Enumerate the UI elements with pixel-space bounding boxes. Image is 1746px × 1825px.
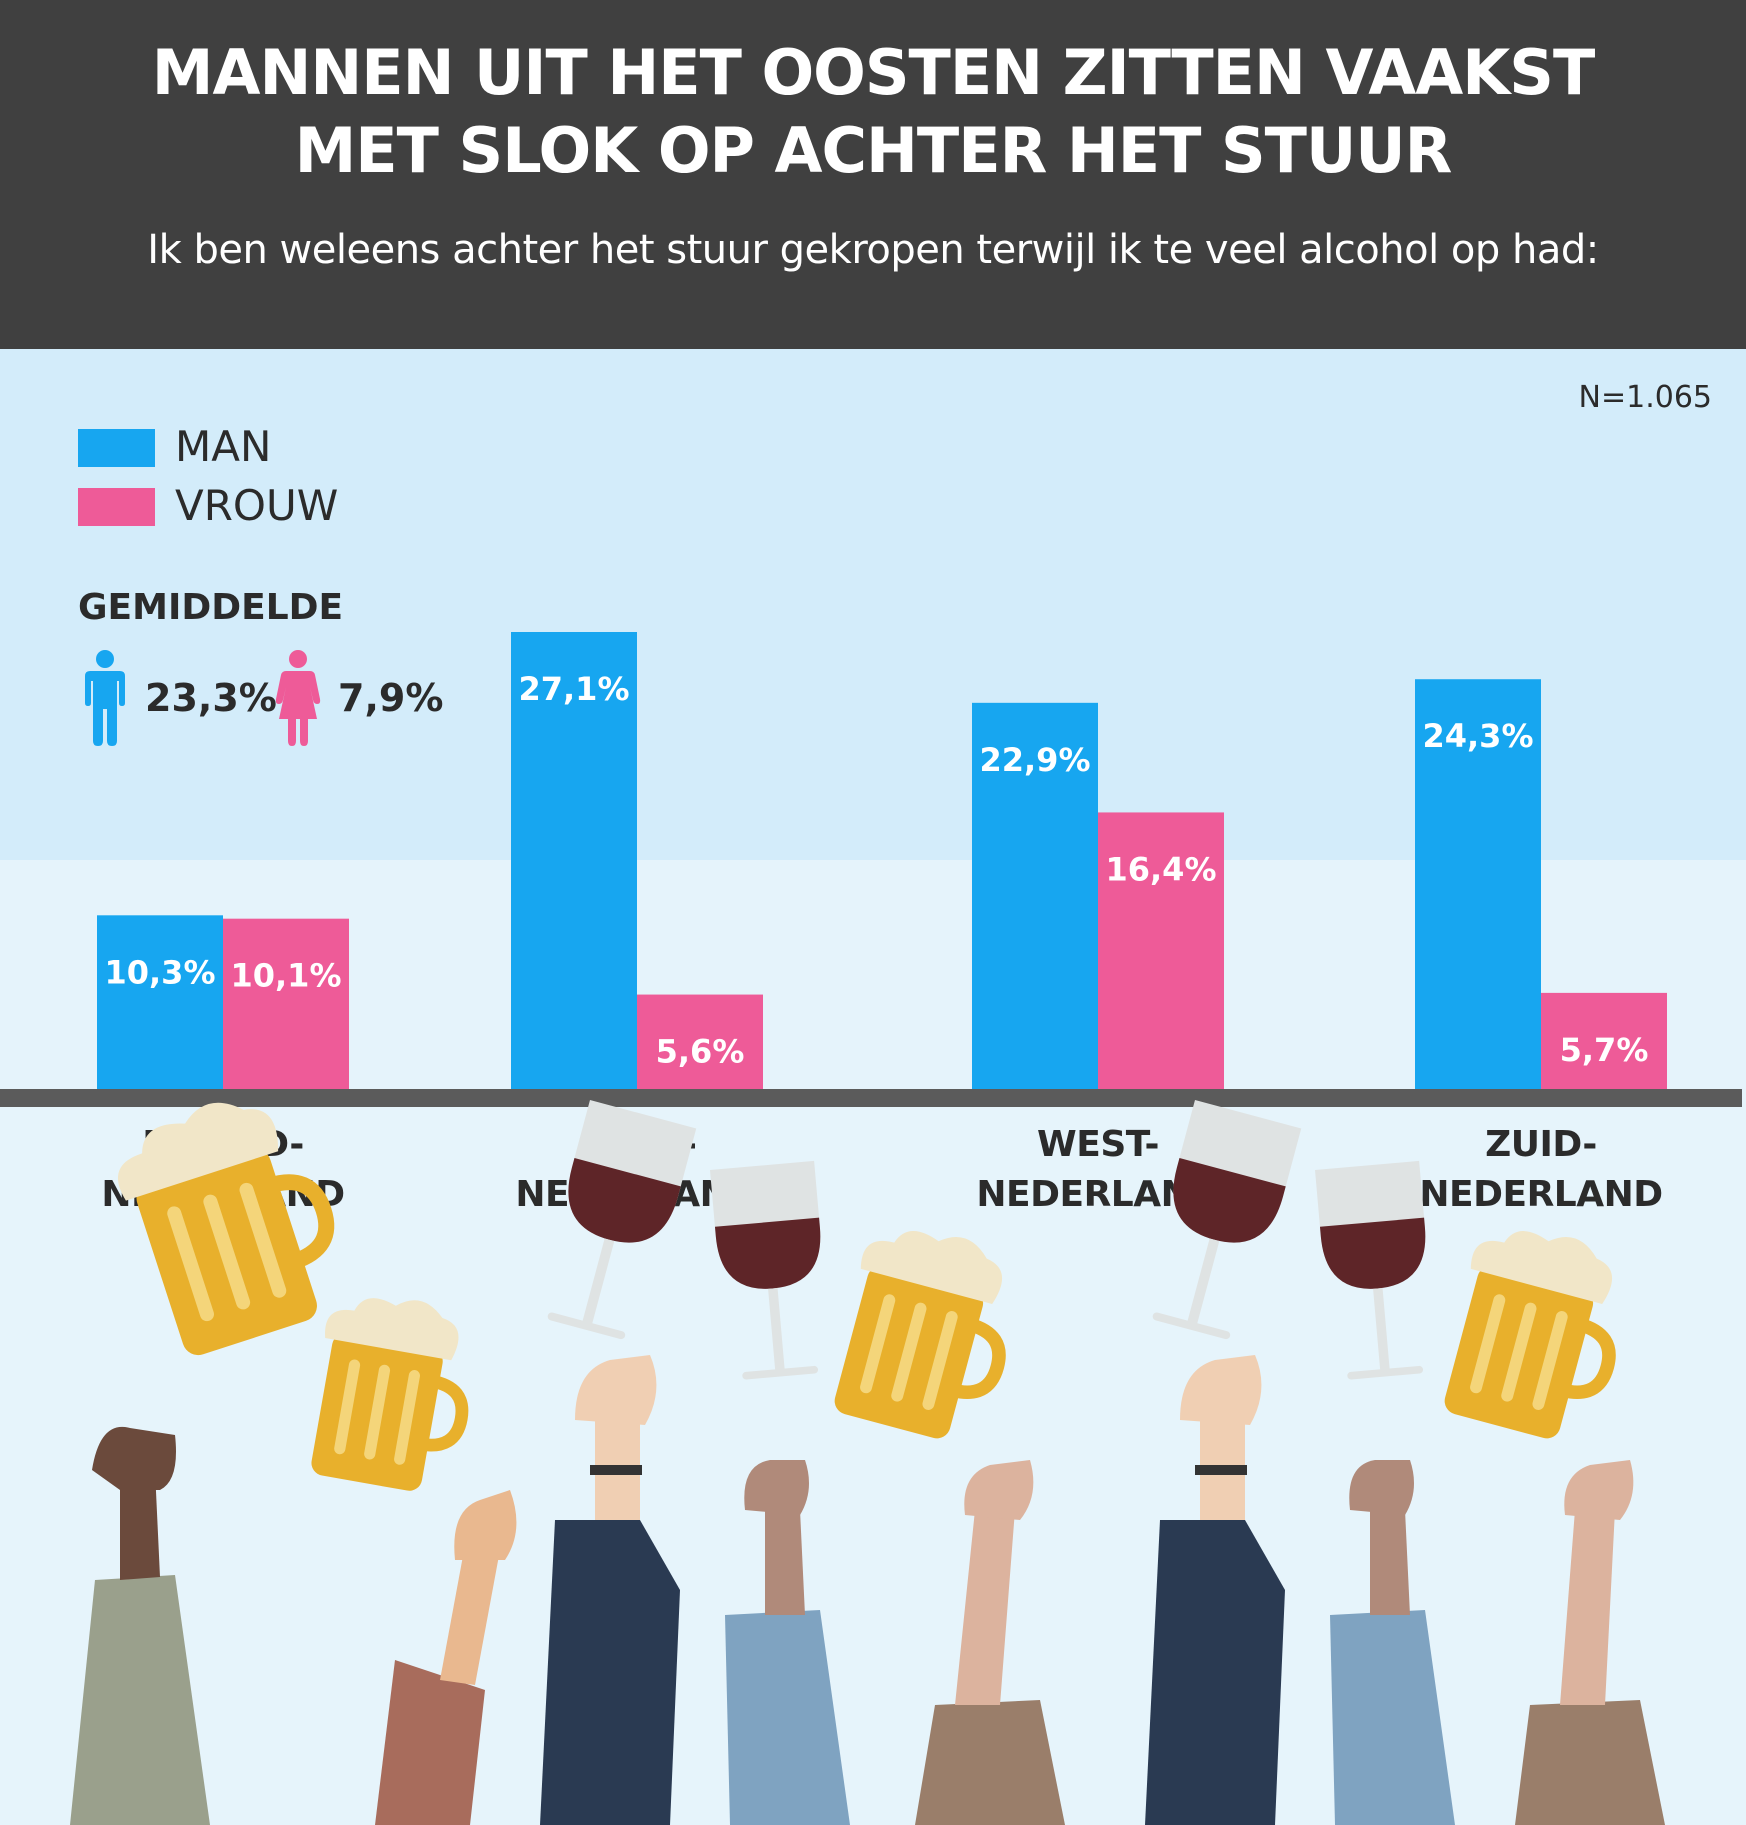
x-axis-line bbox=[0, 1089, 1742, 1107]
raised-hand-icon bbox=[1515, 1460, 1665, 1825]
beer-mug-icon bbox=[1444, 1231, 1616, 1439]
bar-man-2 bbox=[511, 632, 637, 1089]
raised-hand-icon bbox=[375, 1490, 517, 1825]
bar-vrouw-3 bbox=[1098, 812, 1224, 1089]
raised-hand-icon bbox=[1330, 1460, 1455, 1825]
legend-swatch-vrouw bbox=[78, 488, 155, 526]
bar-man-3 bbox=[972, 702, 1098, 1089]
beer-mug-icon bbox=[834, 1231, 1006, 1439]
data-label-vrouw-2: 5,6% bbox=[656, 1033, 745, 1071]
wine-glass-icon bbox=[1152, 1100, 1302, 1340]
data-label-man-3: 22,9% bbox=[979, 741, 1090, 779]
legend-label-vrouw: VROUW bbox=[175, 481, 339, 530]
legend-label-man: MAN bbox=[175, 422, 272, 471]
raised-hand-icon bbox=[725, 1460, 850, 1825]
region-label-4-line-2: NEDERLAND bbox=[1419, 1174, 1663, 1215]
subtitle: Ik ben weleens achter het stuur gekropen… bbox=[147, 227, 1599, 273]
data-label-man-2: 27,1% bbox=[518, 670, 629, 708]
raised-hand-icon bbox=[1145, 1355, 1285, 1825]
beer-mug-icon bbox=[311, 1298, 469, 1491]
sample-size: N=1.065 bbox=[1578, 380, 1712, 415]
region-label-4-line-1: ZUID- bbox=[1485, 1124, 1597, 1165]
region-label-4: ZUID- NEDERLAND bbox=[1381, 1120, 1701, 1220]
bar-vrouw-2 bbox=[637, 994, 763, 1089]
data-label-vrouw-4: 5,7% bbox=[1560, 1031, 1649, 1069]
data-label-vrouw-1: 10,1% bbox=[230, 957, 341, 995]
data-label-man-1: 10,3% bbox=[104, 953, 215, 991]
bar-man-4 bbox=[1415, 679, 1541, 1089]
illustration-cheers bbox=[70, 1100, 1665, 1825]
bar-vrouw-4 bbox=[1541, 992, 1667, 1089]
region-label-3-line-1: WEST- bbox=[1037, 1124, 1159, 1165]
title-line-1: MANNEN UIT HET OOSTEN ZITTEN VAAKST bbox=[151, 36, 1595, 109]
wine-glass-icon bbox=[1315, 1160, 1426, 1380]
average-man-value: 23,3% bbox=[145, 676, 277, 720]
raised-hand-icon bbox=[915, 1460, 1065, 1825]
average-title: GEMIDDELDE bbox=[78, 587, 344, 628]
wine-glass-icon bbox=[547, 1100, 697, 1340]
man-icon bbox=[85, 650, 125, 746]
header: MANNEN UIT HET OOSTEN ZITTEN VAAKST MET … bbox=[0, 0, 1746, 349]
bar-man-1 bbox=[97, 915, 223, 1089]
bar-chart: 10,3% 10,1% 27,1% 5,6% 22,9% 16,4% 24,3% 5,7% bbox=[0, 632, 1742, 1107]
woman-icon bbox=[275, 650, 321, 746]
raised-hand-icon bbox=[540, 1355, 680, 1825]
beer-mug-icon bbox=[118, 1102, 335, 1356]
legend-swatch-man bbox=[78, 429, 155, 467]
data-label-vrouw-3: 16,4% bbox=[1105, 850, 1216, 888]
bars-layer: 10,3% 10,1% 27,1% 5,6% 22,9% 16,4% 24,3% 5,7% bbox=[97, 632, 1667, 1089]
bar-vrouw-1 bbox=[223, 918, 349, 1089]
average-vrouw-value: 7,9% bbox=[338, 676, 444, 720]
page-title: MANNEN UIT HET OOSTEN ZITTEN VAAKST MET … bbox=[0, 34, 1746, 190]
wine-glass-icon bbox=[710, 1160, 821, 1380]
title-line-2: MET SLOK OP ACHTER HET STUUR bbox=[294, 114, 1453, 187]
raised-hand-icon bbox=[70, 1426, 210, 1825]
data-label-man-4: 24,3% bbox=[1422, 717, 1533, 755]
